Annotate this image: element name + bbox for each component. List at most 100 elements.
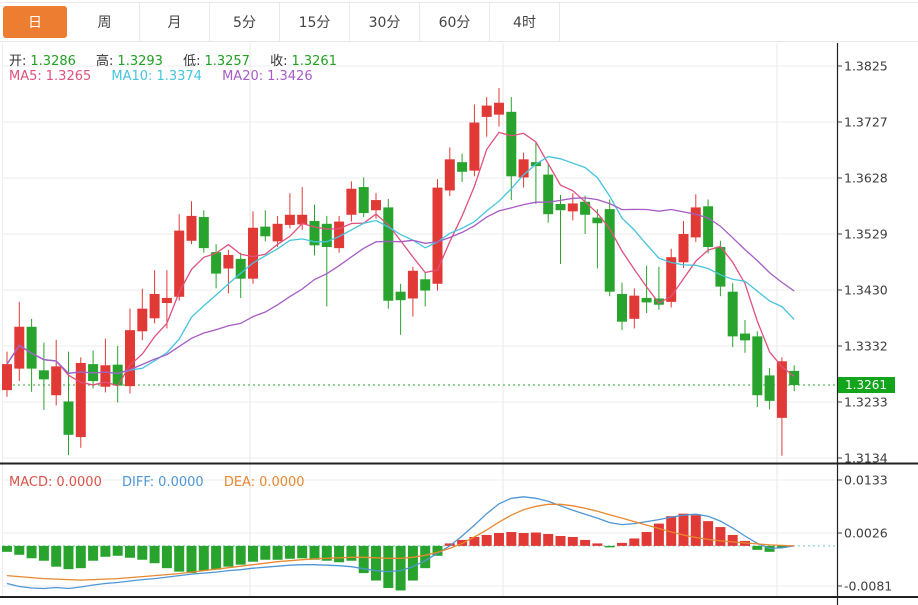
- price-axis-label: 1.3727: [844, 115, 888, 130]
- candle-body: [604, 209, 615, 292]
- candle-body: [764, 375, 775, 401]
- macd-bar: [666, 516, 677, 546]
- candle-body: [161, 297, 172, 304]
- macd-bar: [26, 545, 37, 559]
- candle-body: [174, 230, 185, 297]
- current-price-badge: 1.3261: [838, 377, 895, 394]
- candle-body: [641, 297, 652, 303]
- macd-bar: [530, 532, 541, 546]
- candle-body: [629, 295, 640, 319]
- macd-bar: [223, 545, 234, 567]
- tab-week[interactable]: 周: [70, 3, 140, 41]
- candle-body: [678, 234, 689, 263]
- frame-layer: [0, 43, 918, 605]
- macd-bar: [383, 545, 394, 588]
- diff-line: [6, 496, 795, 590]
- candle-body: [567, 203, 578, 212]
- macd-axis-label: 0.0026: [844, 526, 888, 541]
- macd-histogram-layer: [2, 513, 787, 591]
- candle-body: [198, 217, 209, 249]
- candle-body: [666, 257, 677, 302]
- tab-5min[interactable]: 5分: [210, 3, 280, 41]
- price-axis-label: 1.3332: [844, 339, 888, 354]
- macd-bar: [38, 545, 49, 561]
- tab-15min[interactable]: 15分: [280, 3, 350, 41]
- candle-body: [371, 200, 381, 211]
- ma-lines-layer: [6, 131, 795, 387]
- candle-body: [125, 330, 135, 387]
- candle-body: [211, 252, 222, 274]
- price-axis-label: 1.3134: [844, 451, 888, 466]
- macd-bar: [186, 545, 197, 574]
- macd-bar: [75, 545, 86, 569]
- macd-label: MACD:: [9, 475, 53, 490]
- candle-body: [506, 111, 517, 177]
- macd-bar: [678, 513, 689, 546]
- macd-bar: [407, 545, 418, 581]
- macd-bar: [543, 533, 554, 546]
- macd-bar: [149, 545, 160, 564]
- macd-bar: [100, 545, 111, 557]
- candle-body: [518, 159, 529, 178]
- candle-body: [494, 102, 504, 115]
- macd-bar: [235, 545, 246, 565]
- candle-body: [272, 223, 283, 242]
- ma10-value: 1.3374: [156, 69, 202, 84]
- macd-bar: [592, 543, 603, 546]
- macd-bar: [211, 545, 222, 570]
- candle-body: [481, 105, 492, 117]
- macd-bar: [63, 545, 74, 570]
- dea-value: 0.0000: [259, 475, 305, 490]
- macd-bar: [14, 545, 25, 555]
- candle-body: [407, 270, 418, 299]
- candle-body: [653, 298, 664, 305]
- macd-bar: [260, 545, 271, 560]
- candle-body: [297, 214, 308, 225]
- tabbar-spacer: [560, 3, 918, 41]
- candle-body: [555, 204, 566, 211]
- macd-bar: [481, 534, 492, 546]
- candle-body: [235, 258, 246, 279]
- candle-body: [727, 291, 738, 337]
- macd-bar: [727, 534, 738, 546]
- diff-label: DIFF:: [122, 475, 155, 490]
- price-axis-label: 1.3628: [844, 171, 888, 186]
- tab-month[interactable]: 月: [140, 3, 210, 41]
- ma20-label: MA20:: [222, 69, 264, 84]
- chart-canvas[interactable]: 1.3825 1.3727 1.3628 1.3529 1.3430 1.3332 1.32…: [0, 42, 918, 605]
- candle-body: [703, 206, 714, 248]
- candle-body: [715, 247, 726, 287]
- macd-bar: [137, 545, 148, 560]
- ma5-label: MA5:: [9, 69, 42, 84]
- candle-body: [51, 366, 62, 396]
- close-label: 收:: [270, 54, 288, 69]
- high-value: 1.3293: [117, 54, 163, 69]
- tab-day[interactable]: 日: [3, 6, 67, 38]
- macd-bar: [51, 545, 62, 567]
- macd-bar: [321, 545, 332, 561]
- tab-4hour[interactable]: 4时: [490, 3, 560, 41]
- ma10-label: MA10:: [111, 69, 153, 84]
- candles-layer: [2, 88, 800, 456]
- price-axis-label: 1.3430: [844, 283, 888, 298]
- candle-body: [740, 333, 750, 341]
- candle-body: [592, 217, 603, 224]
- candle-body: [309, 220, 320, 246]
- macd-bar: [358, 545, 369, 574]
- ma20-line: [6, 197, 795, 375]
- candle-body: [112, 364, 123, 386]
- candle-body: [358, 187, 369, 214]
- dea-line: [6, 503, 795, 581]
- candle-body: [432, 187, 443, 284]
- tab-60min[interactable]: 60分: [420, 3, 490, 41]
- macd-bar: [444, 543, 455, 546]
- macd-bar: [198, 545, 209, 571]
- tab-30min[interactable]: 30分: [350, 3, 420, 41]
- macd-bar: [88, 545, 99, 561]
- macd-bar: [580, 539, 591, 546]
- macd-axis-label: 0.0133: [844, 473, 888, 488]
- macd-bar: [469, 536, 480, 546]
- high-label: 高:: [96, 54, 114, 69]
- candle-body: [75, 362, 86, 438]
- price-axis-label: 1.3529: [844, 227, 888, 242]
